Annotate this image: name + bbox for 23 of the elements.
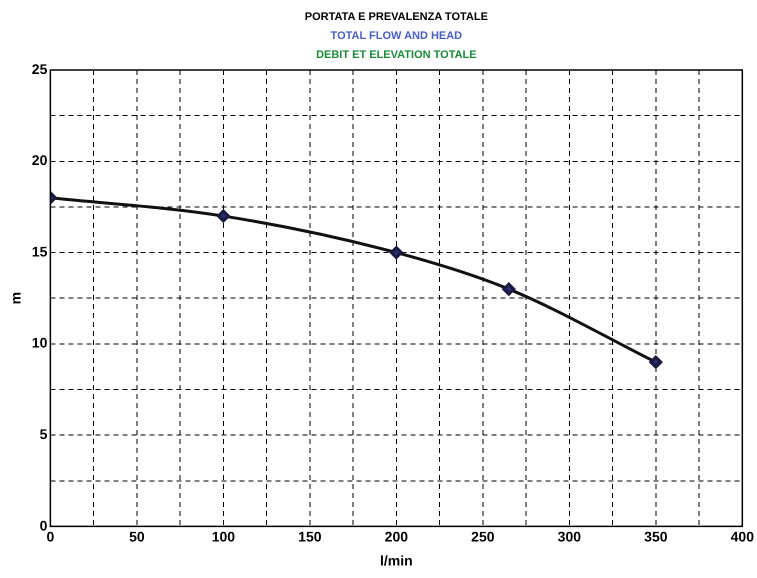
text: DEBIT ET ELEVATION TOTALE xyxy=(316,49,477,62)
y-tick-label: 15 xyxy=(32,243,48,260)
chart-subtitle: TOTAL FLOW AND HEAD xyxy=(330,30,462,42)
point xyxy=(649,356,662,369)
x-tick-label: 100 xyxy=(212,528,236,545)
chart-title: PORTATA E PREVALENZA TOTALE xyxy=(304,11,488,24)
x-tick-label: 250 xyxy=(471,528,495,545)
x-tick-label: 150 xyxy=(298,528,322,545)
y-tick-label: 25 xyxy=(32,60,48,77)
x-tick-label: 350 xyxy=(644,528,668,545)
y-tick-label: 20 xyxy=(32,152,48,168)
x-axis-title: l/min xyxy=(380,552,413,568)
x-tick-label: 300 xyxy=(558,528,582,545)
x-tick-label: 400 xyxy=(730,528,754,545)
point xyxy=(390,246,403,260)
y-tick-label: 5 xyxy=(40,426,48,442)
y-tick-label: 10 xyxy=(32,334,48,351)
x-tick-label: 200 xyxy=(384,528,408,545)
point xyxy=(502,282,516,296)
point xyxy=(216,210,230,223)
y-tick-label: 0 xyxy=(40,517,48,534)
x-tick-label: 50 xyxy=(129,528,145,545)
y-axis-title: m xyxy=(7,292,24,304)
